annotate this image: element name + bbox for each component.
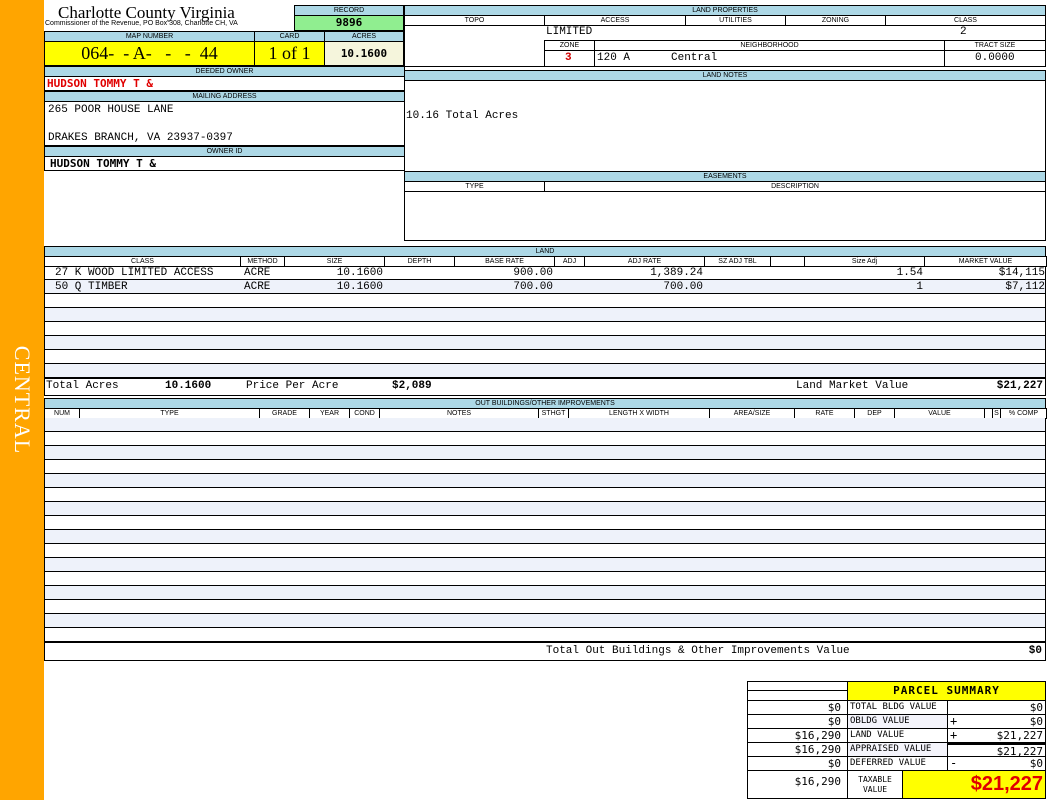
land-notes-box: 10.16 Total Acres bbox=[404, 80, 1046, 172]
summary-sign: + bbox=[950, 714, 958, 728]
zoning-header: ZONING bbox=[785, 15, 886, 26]
summary-left-value: $16,290 bbox=[747, 742, 848, 757]
summary-value: $21,227 bbox=[947, 742, 1046, 757]
acres-value: 10.1600 bbox=[324, 41, 404, 66]
class-header: CLASS bbox=[885, 15, 1046, 26]
map-number-value: 064- - A- - - 44 bbox=[44, 41, 255, 66]
land-row bbox=[44, 308, 1046, 322]
land-row bbox=[44, 336, 1046, 350]
address-line-2: DRAKES BRANCH, VA 23937-0397 bbox=[48, 132, 233, 144]
outbuildings-row bbox=[44, 572, 1046, 586]
total-acres-value: 10.1600 bbox=[165, 380, 212, 392]
outbuildings-row bbox=[44, 460, 1046, 474]
land-row bbox=[44, 322, 1046, 336]
outbuildings-row bbox=[44, 488, 1046, 502]
summary-sign: - bbox=[950, 756, 958, 770]
sidebar-label: CENTRAL bbox=[10, 345, 35, 455]
easements-box bbox=[404, 191, 1046, 241]
land-row: 27 K WOOD LIMITED ACCESS ACRE 10.1600 900.0… bbox=[44, 266, 1046, 280]
mailing-address-box: 265 POOR HOUSE LANE DRAKES BRANCH, VA 23… bbox=[44, 101, 405, 146]
land-cell: 1.54 bbox=[896, 267, 923, 279]
address-line-1: 265 POOR HOUSE LANE bbox=[48, 104, 174, 116]
land-row: 50 Q TIMBER ACRE 10.1600 700.00 700.00 1 $7,11… bbox=[44, 280, 1046, 294]
page-subtitle: Commissioner of the Revenue, PO Box 308,… bbox=[45, 20, 238, 27]
land-cell: 900.00 bbox=[513, 267, 553, 279]
land-cell: 10.1600 bbox=[336, 267, 383, 279]
land-cell: ACRE bbox=[244, 267, 271, 279]
owner-id-value: HUDSON TOMMY T & bbox=[44, 156, 405, 171]
outbuildings-row bbox=[44, 558, 1046, 572]
outbuildings-row bbox=[44, 530, 1046, 544]
outbuildings-row bbox=[44, 614, 1046, 628]
access-value: LIMITED bbox=[546, 26, 593, 38]
taxable-left-value: $16,290 bbox=[747, 770, 848, 799]
outbuildings-total-value: $0 bbox=[1028, 645, 1042, 657]
land-cell: 1,389.24 bbox=[650, 267, 703, 279]
zone-value: 3 bbox=[565, 52, 572, 64]
summary-left-value: $0 bbox=[747, 700, 848, 715]
land-cell: 27 K WOOD LIMITED ACCESS bbox=[55, 267, 214, 279]
land-cell: 10.1600 bbox=[336, 281, 383, 293]
outbuildings-total-row: Total Out Buildings & Other Improvements… bbox=[44, 642, 1046, 661]
summary-value: $0 bbox=[947, 714, 1046, 729]
utilities-header: UTILITIES bbox=[685, 15, 786, 26]
land-cell: 700.00 bbox=[513, 281, 553, 293]
outbuildings-row bbox=[44, 474, 1046, 488]
neighborhood-sidebar: CENTRAL bbox=[0, 0, 44, 800]
taxable-value: $21,227 bbox=[902, 770, 1046, 799]
summary-left-value: $0 bbox=[747, 756, 848, 771]
class-value: 2 bbox=[960, 26, 967, 38]
total-acres-label: Total Acres bbox=[46, 380, 119, 392]
outbuildings-row bbox=[44, 628, 1046, 642]
land-cell: $7,112 bbox=[1005, 281, 1045, 293]
summary-label: TOTAL BLDG VALUE bbox=[847, 700, 948, 715]
summary-left-value: $16,290 bbox=[747, 728, 848, 743]
record-value: 9896 bbox=[294, 15, 404, 31]
summary-label: LAND VALUE bbox=[847, 728, 948, 743]
card-value: 1 of 1 bbox=[254, 41, 325, 66]
page-title: Charlotte County Virginia bbox=[58, 3, 235, 22]
summary-sign: + bbox=[950, 728, 958, 742]
outbuildings-total-label: Total Out Buildings & Other Improvements… bbox=[546, 645, 850, 657]
land-row bbox=[44, 294, 1046, 308]
price-per-acre-label: Price Per Acre bbox=[246, 380, 339, 392]
summary-label: DEFERRED VALUE bbox=[847, 756, 948, 771]
outbuildings-row bbox=[44, 418, 1046, 432]
summary-label: OBLDG VALUE bbox=[847, 714, 948, 729]
land-cell: 1 bbox=[916, 281, 923, 293]
topo-header: TOPO bbox=[404, 15, 545, 26]
price-per-acre-value: $2,089 bbox=[392, 380, 432, 392]
land-totals-row: Total Acres 10.1600 Price Per Acre $2,08… bbox=[44, 378, 1046, 396]
outbuildings-row bbox=[44, 516, 1046, 530]
land-market-value: $21,227 bbox=[996, 380, 1043, 392]
outbuildings-row bbox=[44, 502, 1046, 516]
access-header: ACCESS bbox=[544, 15, 686, 26]
summary-label: APPRAISED VALUE bbox=[847, 742, 948, 757]
land-notes-text: 10.16 Total Acres bbox=[406, 110, 519, 122]
outbuildings-row bbox=[44, 432, 1046, 446]
land-cell: 700.00 bbox=[663, 281, 703, 293]
taxable-label: TAXABLE VALUE bbox=[847, 770, 903, 799]
land-cell: $14,115 bbox=[998, 267, 1045, 279]
land-row bbox=[44, 364, 1046, 378]
outbuildings-row bbox=[44, 586, 1046, 600]
summary-value: $0 bbox=[947, 756, 1046, 771]
parcel-summary-title: PARCEL SUMMARY bbox=[847, 681, 1046, 701]
summary-value: $0 bbox=[947, 700, 1046, 715]
summary-left-value: $0 bbox=[747, 714, 848, 729]
land-cell: 50 Q TIMBER bbox=[55, 281, 128, 293]
land-row bbox=[44, 350, 1046, 364]
land-market-value-label: Land Market Value bbox=[796, 380, 909, 392]
neighborhood-name: Central bbox=[671, 52, 718, 64]
tract-size-value: 0.0000 bbox=[975, 52, 1015, 64]
summary-value: $21,227 bbox=[947, 728, 1046, 743]
deeded-owner-value: HUDSON TOMMY T & bbox=[44, 76, 405, 91]
land-col-header: MARKET VALUE bbox=[924, 256, 1047, 267]
neighborhood-code: 120 A bbox=[597, 52, 631, 64]
outbuildings-row bbox=[44, 446, 1046, 460]
land-cell: ACRE bbox=[244, 281, 271, 293]
zone-row bbox=[544, 50, 1046, 67]
outbuildings-row bbox=[44, 544, 1046, 558]
outbuildings-row bbox=[44, 600, 1046, 614]
